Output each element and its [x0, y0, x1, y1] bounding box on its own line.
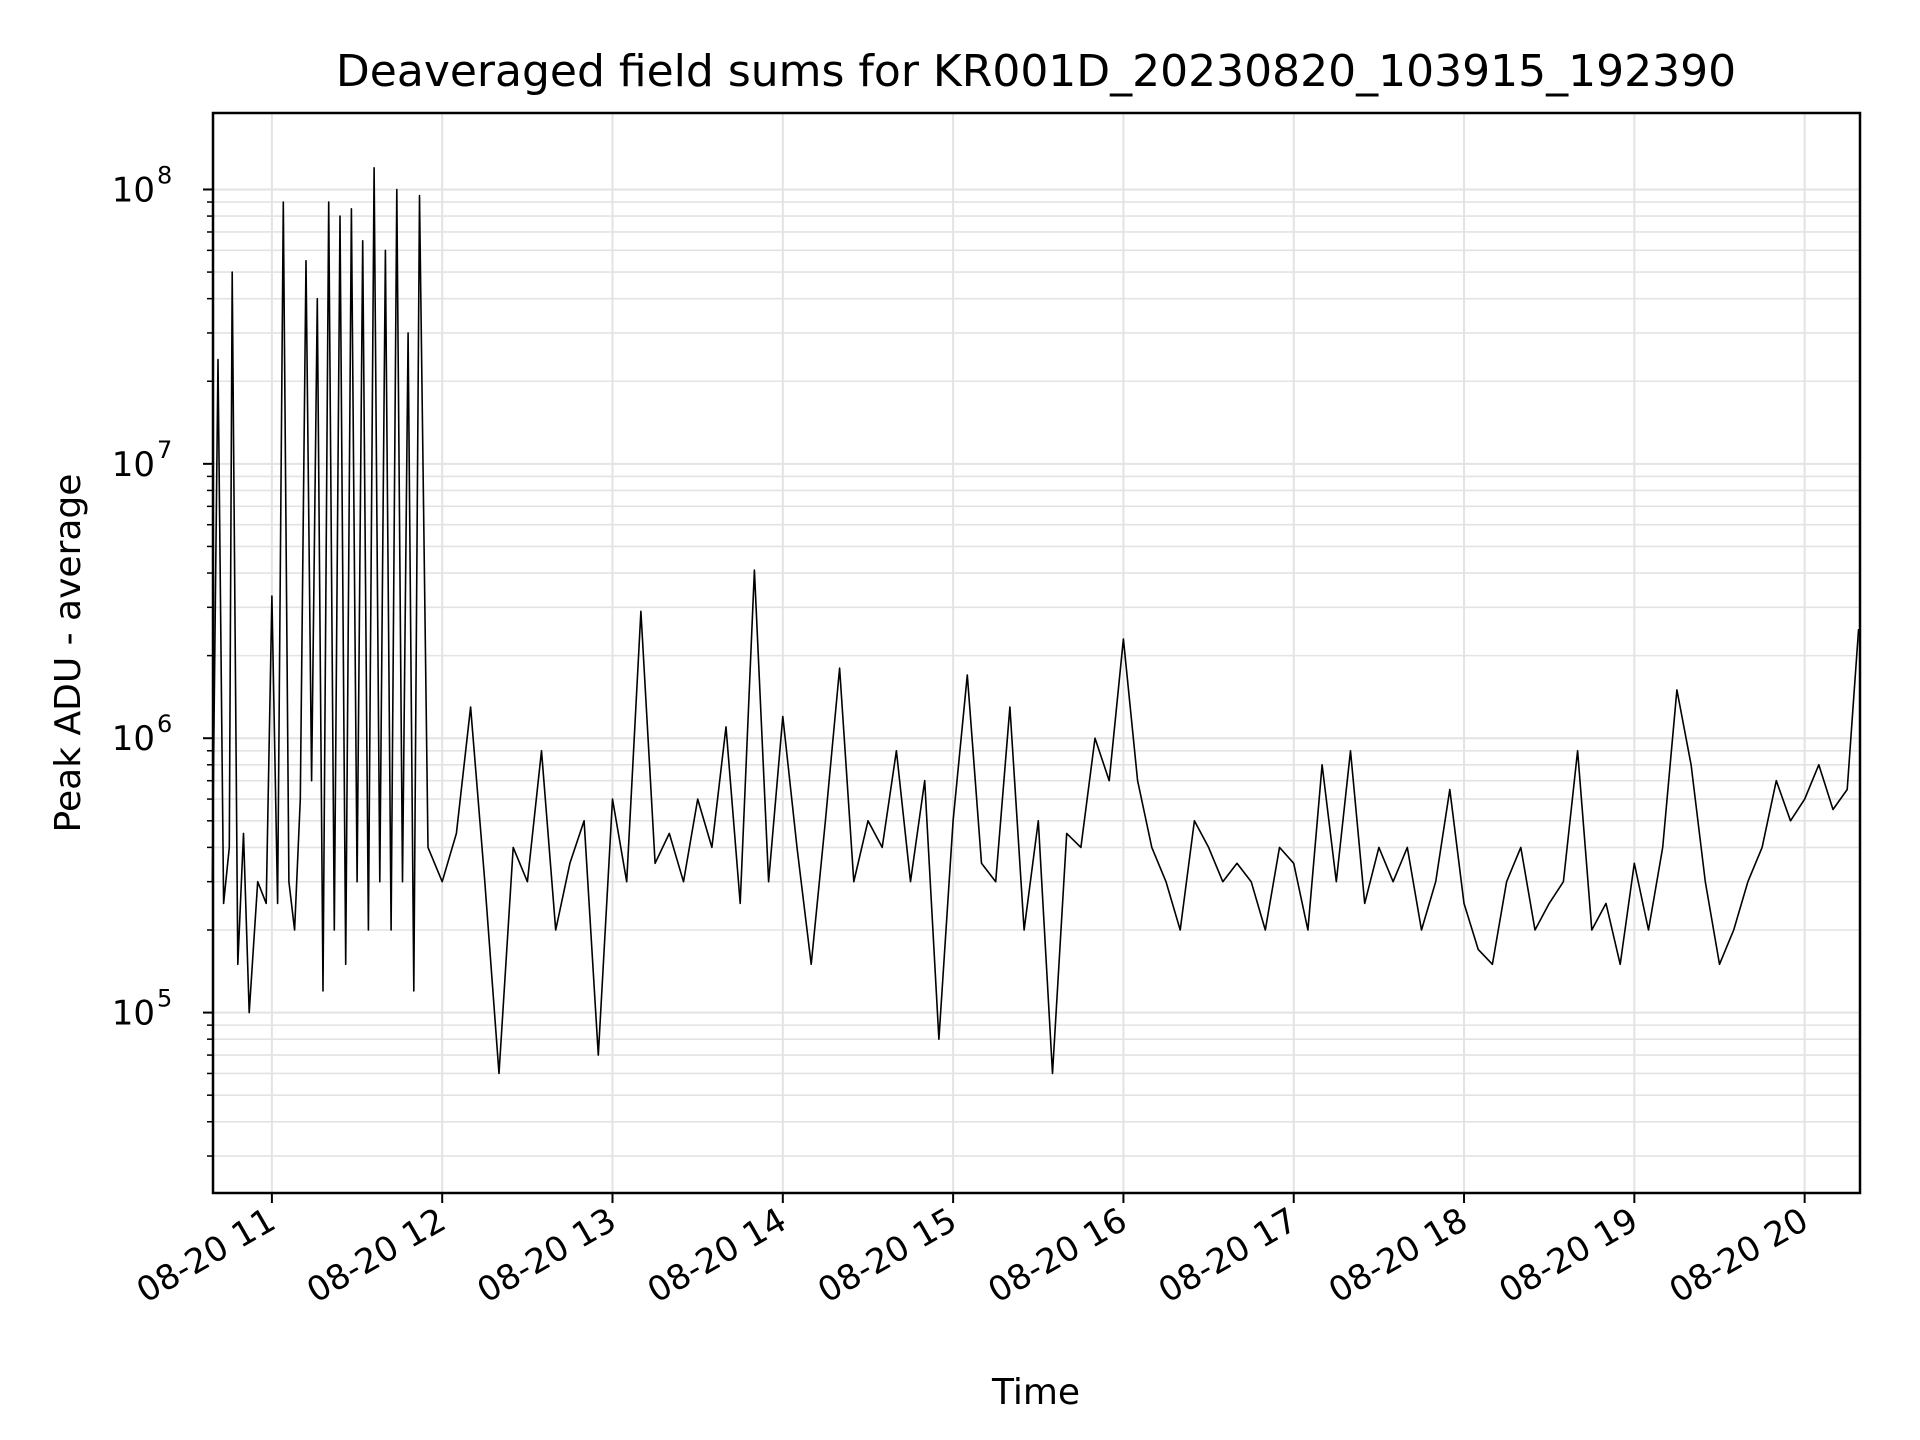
x-tick-label: 08-20 11 [130, 1200, 282, 1311]
y-tick-exponent: 7 [157, 436, 172, 464]
series-layer [211, 167, 1860, 1075]
x-tick-label: 08-20 12 [300, 1200, 452, 1311]
y-tick-exponent: 6 [157, 710, 172, 738]
chart-title: Deaveraged field sums for KR001D_2023082… [336, 46, 1736, 97]
plot-frame [211, 111, 1862, 1195]
grid [213, 113, 1860, 1193]
x-tick-label: 08-20 19 [1492, 1200, 1644, 1311]
x-tick-label: 08-20 18 [1322, 1200, 1474, 1311]
x-tick-label: 08-20 14 [641, 1200, 793, 1311]
x-axis: 08-20 11 08-20 12 08-20 13 08-20 14 08-20 15… [130, 1193, 1815, 1311]
x-tick-label: 08-20 16 [982, 1200, 1134, 1311]
x-tick-label: 08-20 20 [1663, 1200, 1815, 1311]
y-axis-label: Peak ADU - average [48, 474, 89, 833]
x-tick-label: 08-20 17 [1152, 1200, 1304, 1311]
y-tick-label: 10 [112, 445, 155, 485]
y-tick-exponent: 8 [157, 161, 172, 189]
y-tick-label: 10 [112, 994, 155, 1034]
series-line [211, 167, 1860, 1075]
x-axis-label: Time [991, 1372, 1080, 1413]
y-tick-exponent: 5 [157, 985, 172, 1013]
y-tick-label: 10 [112, 170, 155, 210]
x-tick-label: 08-20 13 [471, 1200, 623, 1311]
x-tick-label: 08-20 15 [811, 1200, 963, 1311]
y-tick-label: 10 [112, 719, 155, 759]
